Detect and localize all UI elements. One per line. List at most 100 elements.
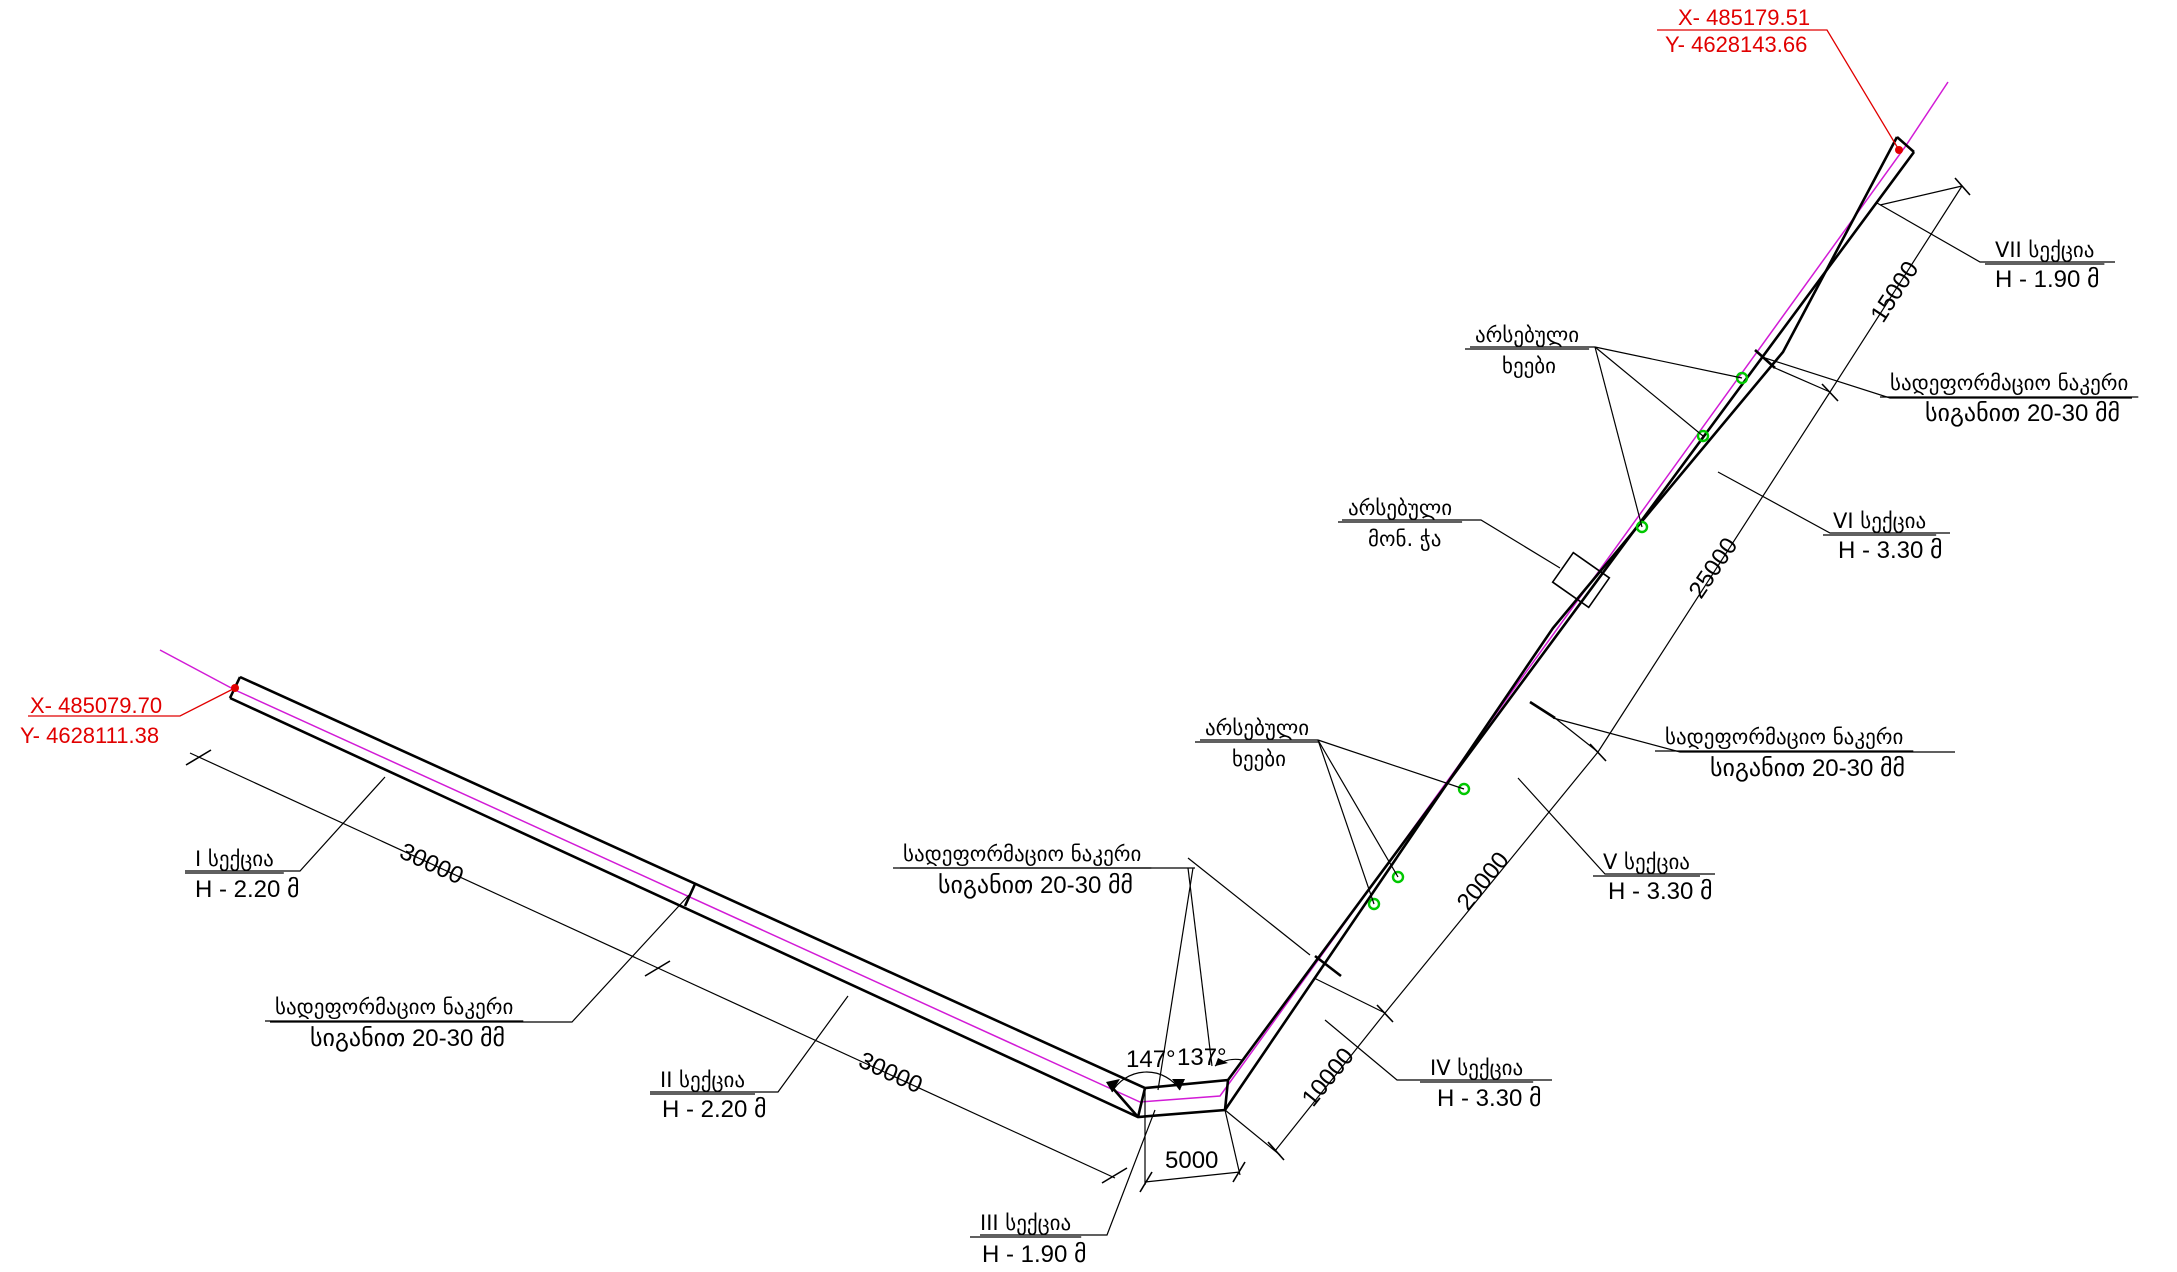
svg-text:VI სექცია: VI სექცია xyxy=(1833,509,1926,533)
section-leader xyxy=(1876,202,2115,263)
section-leader xyxy=(1517,777,1715,875)
dimension-line xyxy=(1829,185,1963,393)
wall-inner-edge xyxy=(229,136,1899,1119)
joint-line xyxy=(1314,954,1342,978)
dimension-tick xyxy=(185,749,212,766)
dimension-label: 20000 xyxy=(1452,847,1515,916)
section-label-6: VI სექცია H - 3.30 მ xyxy=(1823,509,1943,564)
tree-icon xyxy=(1457,782,1471,796)
tree-icon xyxy=(1367,897,1381,911)
extension-line xyxy=(1554,717,1599,753)
dimension-tick xyxy=(1232,1161,1246,1183)
svg-text:H - 3.30 მ: H - 3.30 მ xyxy=(1608,878,1713,905)
deformation-joint-label-1: სადეფორმაციო ნაკერი სიგანით 20-30 მმ xyxy=(265,995,524,1052)
svg-text:III სექცია: III სექცია xyxy=(980,1211,1071,1235)
section-label-5: V სექცია H - 3.30 მ xyxy=(1593,850,1713,905)
dimension-label: 30000 xyxy=(396,838,468,890)
dimension-tick xyxy=(1101,1167,1128,1184)
trees-leader xyxy=(1594,346,1704,437)
trees-leader xyxy=(1317,739,1465,790)
wall-outer-edge xyxy=(239,151,1916,1090)
pillar-leader xyxy=(1342,519,1561,569)
angle-label: 137° xyxy=(1177,1044,1227,1071)
joint-line xyxy=(1754,349,1776,369)
joint-leader xyxy=(1187,857,1311,956)
existing-pillar-label: არსებული მონ. ჭა xyxy=(1338,496,1463,551)
angle-arrow xyxy=(1106,1079,1120,1092)
section-leader xyxy=(1717,471,1950,534)
svg-text:H - 3.30 მ: H - 3.30 მ xyxy=(1838,537,1943,564)
joint-leader xyxy=(1157,867,1194,1091)
dimension-label: 25000 xyxy=(1684,533,1744,603)
tree-icon xyxy=(1696,429,1710,443)
section-label-4: IV სექცია H - 3.30 მ xyxy=(1420,1056,1542,1112)
joint-line xyxy=(1136,1087,1147,1118)
dimension-line xyxy=(1144,1171,1241,1183)
end-x-coordinate: X- 485179.51 xyxy=(1678,5,1810,30)
dimension-tick xyxy=(1954,177,1971,196)
dimension-line xyxy=(1384,751,1599,1014)
dimension-tick xyxy=(1589,743,1607,762)
svg-text:I სექცია: I სექცია xyxy=(195,847,274,871)
extension-line xyxy=(1313,977,1386,1014)
dimension-tick xyxy=(1139,1171,1153,1193)
svg-text:ხეები: ხეები xyxy=(1502,354,1556,378)
extension-line xyxy=(1774,367,1831,393)
svg-text:სადეფორმაციო ნაკერი: სადეფორმაციო ნაკერი xyxy=(903,842,1141,866)
svg-text:სადეფორმაციო ნაკერი: სადეფორმაციო ნაკერი xyxy=(1890,371,2128,395)
start-y-coordinate: Y- 4628111.38 xyxy=(20,723,159,748)
svg-text:სიგანით 20-30 მმ: სიგანით 20-30 მმ xyxy=(1710,755,1905,782)
dimension-line xyxy=(1274,1012,1386,1152)
section-label-3: III სექცია H - 1.90 მ xyxy=(970,1211,1087,1268)
joint-leader xyxy=(1552,717,1955,753)
dimension-label: 5000 xyxy=(1165,1147,1218,1174)
joint-line xyxy=(1109,1084,1139,1118)
svg-text:არსებული: არსებული xyxy=(1475,323,1579,347)
trees-leader xyxy=(1317,739,1399,878)
svg-text:არსებული: არსებული xyxy=(1205,716,1309,740)
existing-pillar-box xyxy=(1551,551,1611,609)
svg-text:სიგანით 20-30 მმ: სიგანით 20-30 მმ xyxy=(310,1025,505,1052)
joint-line xyxy=(1223,1079,1230,1111)
svg-text:არსებული: არსებული xyxy=(1348,496,1452,520)
section-leader xyxy=(1324,1019,1552,1081)
deformation-joint-label-3: სადეფორმაციო ნაკერი სიგანით 20-30 მმ xyxy=(1655,725,1914,782)
joint-line xyxy=(683,883,697,907)
section-leader xyxy=(980,1109,1156,1236)
tree-icon xyxy=(1735,371,1749,385)
section-label-2: II სექცია H - 2.20 მ xyxy=(650,1068,767,1123)
svg-text:H - 3.30 მ: H - 3.30 მ xyxy=(1437,1085,1542,1112)
joint-line xyxy=(1529,700,1556,720)
dimension-line xyxy=(659,968,1116,1179)
existing-trees-label-2: არსებული ხეები xyxy=(1465,323,1590,378)
svg-text:IV სექცია: IV სექცია xyxy=(1430,1056,1523,1080)
dimension-tick xyxy=(644,960,671,977)
svg-text:VII სექცია: VII სექცია xyxy=(1995,238,2094,262)
angle-arc xyxy=(1111,1071,1181,1093)
trees-leader xyxy=(1317,739,1375,905)
section-leader xyxy=(185,776,386,872)
deformation-joint-label-2: სადეფორმაციო ნაკერი სიგანით 20-30 მმ xyxy=(893,842,1152,899)
svg-text:სადეფორმაციო ნაკერი: სადეფორმაციო ნაკერი xyxy=(1665,725,1903,749)
svg-text:სიგანით 20-30 მმ: სიგანით 20-30 მმ xyxy=(1925,400,2120,427)
section-label-7: VII სექცია H - 1.90 მ xyxy=(1985,238,2105,293)
end-y-coordinate: Y- 4628143.66 xyxy=(1665,32,1807,57)
joint-leader xyxy=(1187,867,1213,1067)
dimension-tick xyxy=(1821,383,1839,402)
svg-text:H - 2.20 მ: H - 2.20 მ xyxy=(195,876,300,903)
svg-text:სიგანით 20-30 მმ: სიგანით 20-30 მმ xyxy=(938,872,1133,899)
start-coordinate-leader xyxy=(28,687,236,717)
angle-arrow xyxy=(1215,1058,1228,1066)
extension-line xyxy=(1224,1109,1281,1156)
wall-axis-line xyxy=(159,81,1949,1103)
deformation-joint-label-4: სადეფორმაციო ნაკერი სიგანით 20-30 მმ xyxy=(1880,371,2139,427)
section-leader xyxy=(650,995,849,1093)
dimension-line xyxy=(1597,391,1831,753)
svg-text:V სექცია: V სექცია xyxy=(1603,850,1690,874)
svg-text:H - 1.90 მ: H - 1.90 მ xyxy=(1995,266,2100,293)
dimension-tick xyxy=(1376,1004,1394,1023)
end-coordinate-leader xyxy=(1657,29,1900,151)
svg-text:სადეფორმაციო ნაკერი: სადეფორმაციო ნაკერი xyxy=(275,995,513,1019)
angle-arrow xyxy=(1172,1079,1185,1090)
